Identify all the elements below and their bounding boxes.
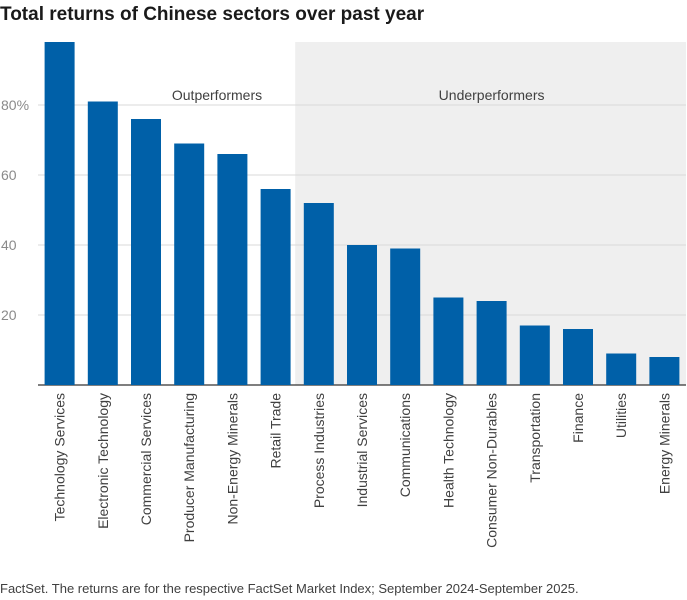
bar (519, 325, 550, 385)
bar (606, 353, 637, 385)
bar (476, 301, 507, 385)
x-tick-label: Finance (570, 393, 586, 443)
bar (87, 101, 118, 385)
y-tick-label: 80% (1, 97, 29, 113)
x-tick-label: Producer Manufacturing (181, 393, 197, 542)
x-tick-label: Electronic Technology (95, 393, 111, 529)
bar (44, 42, 75, 385)
bar (303, 203, 334, 385)
x-tick-label: Consumer Non-Durables (484, 393, 500, 548)
x-tick-label: Industrial Services (354, 393, 370, 507)
bar (433, 297, 464, 385)
group-label: Underperformers (439, 87, 545, 103)
label-layer: Outperformers Underperformers Technology S… (52, 87, 673, 548)
y-tick-label: 40 (1, 237, 17, 253)
bar (217, 154, 248, 385)
y-tick-label: 20 (1, 307, 17, 323)
group-label: Outperformers (172, 87, 262, 103)
bar (260, 189, 291, 385)
x-tick-label: Communications (397, 393, 413, 497)
bar-layer (44, 42, 680, 385)
x-tick-label: Non-Energy Minerals (224, 393, 240, 525)
chart-title: Total returns of Chinese sectors over pa… (0, 4, 425, 25)
bar (563, 329, 593, 385)
bar (174, 143, 205, 385)
bar (347, 245, 377, 385)
x-tick-label: Utilities (613, 393, 629, 438)
x-tick-label: Commercial Services (138, 393, 154, 525)
bar (390, 248, 421, 385)
x-tick-label: Process Industries (311, 393, 327, 508)
x-tick-label: Energy Minerals (656, 393, 672, 494)
bar (131, 119, 161, 385)
x-tick-label: Technology Services (52, 393, 68, 521)
bar (649, 357, 680, 385)
x-tick-label: Transportation (527, 393, 543, 483)
y-tick-label: 60 (1, 167, 17, 183)
source-note: FactSet. The returns are for the respect… (0, 581, 579, 596)
x-tick-label: Retail Trade (268, 393, 284, 469)
x-tick-label: Health Technology (440, 393, 456, 508)
